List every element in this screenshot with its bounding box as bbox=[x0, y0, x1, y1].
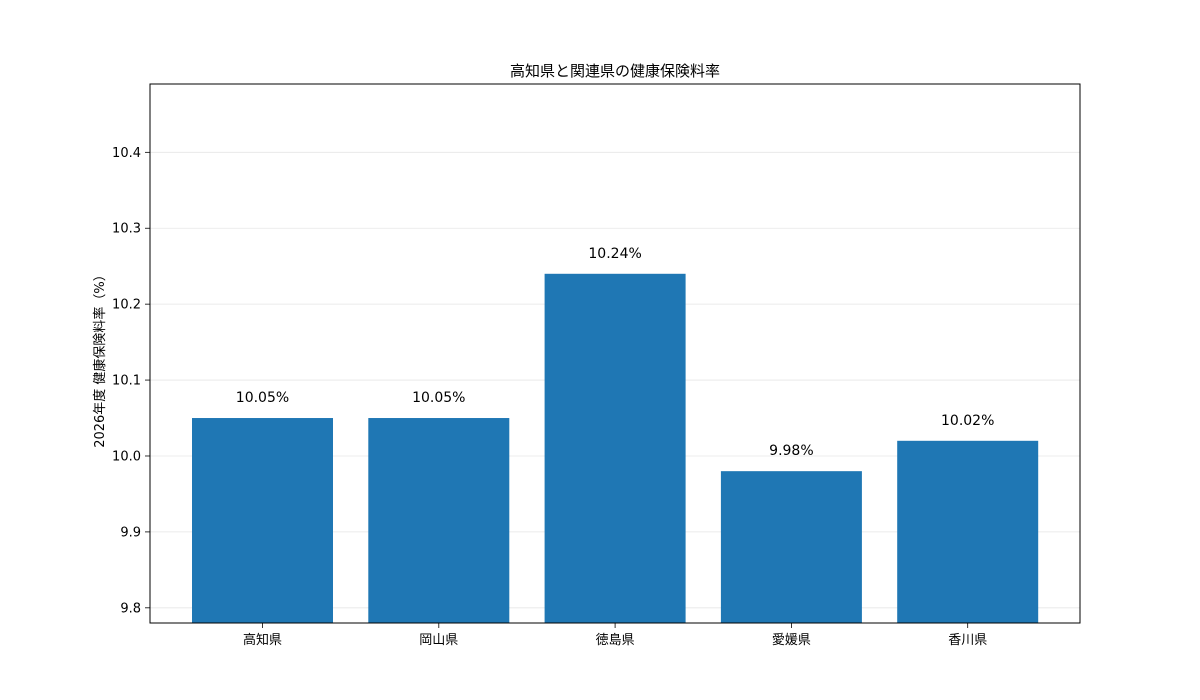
y-tick-label: 9.9 bbox=[120, 525, 141, 540]
y-tick-label: 9.8 bbox=[120, 601, 141, 616]
x-tick-label: 徳島県 bbox=[596, 633, 635, 648]
bars bbox=[192, 273, 1039, 623]
bar bbox=[720, 471, 862, 623]
data-label: 10.05% bbox=[236, 390, 289, 406]
bar bbox=[192, 418, 333, 623]
bar bbox=[368, 418, 510, 623]
y-tick-label: 10.1 bbox=[112, 374, 141, 389]
data-labels: 10.05% 10.05% 10.24% 9.98% 10.02% bbox=[236, 246, 995, 459]
data-label: 10.02% bbox=[941, 413, 994, 429]
x-axis-ticks: 高知県 岡山県 徳島県 愛媛県 香川県 bbox=[243, 623, 987, 648]
data-label: 9.98% bbox=[769, 443, 813, 459]
x-tick-label: 香川県 bbox=[948, 633, 987, 648]
y-tick-label: 10.2 bbox=[112, 298, 141, 313]
x-tick-label: 高知県 bbox=[243, 632, 282, 648]
bar bbox=[544, 273, 686, 623]
chart-title: 高知県と関連県の健康保険料率 bbox=[510, 62, 720, 80]
x-tick-label: 愛媛県 bbox=[772, 633, 811, 648]
y-tick-label: 10.0 bbox=[112, 449, 141, 464]
bar bbox=[897, 440, 1039, 623]
plot-area-frame bbox=[149, 83, 1081, 624]
y-axis-label: 2026年度 健康保険料率（%） bbox=[92, 268, 108, 448]
y-tick-label: 10.3 bbox=[112, 222, 141, 237]
x-tick-label: 岡山県 bbox=[419, 633, 458, 648]
y-tick-label: 10.4 bbox=[112, 146, 141, 161]
data-label: 10.05% bbox=[412, 390, 465, 406]
data-label: 10.24% bbox=[588, 246, 641, 262]
y-axis-ticks: 9.8 9.9 10.0 10.1 10.2 10.3 10.4 bbox=[112, 146, 150, 616]
